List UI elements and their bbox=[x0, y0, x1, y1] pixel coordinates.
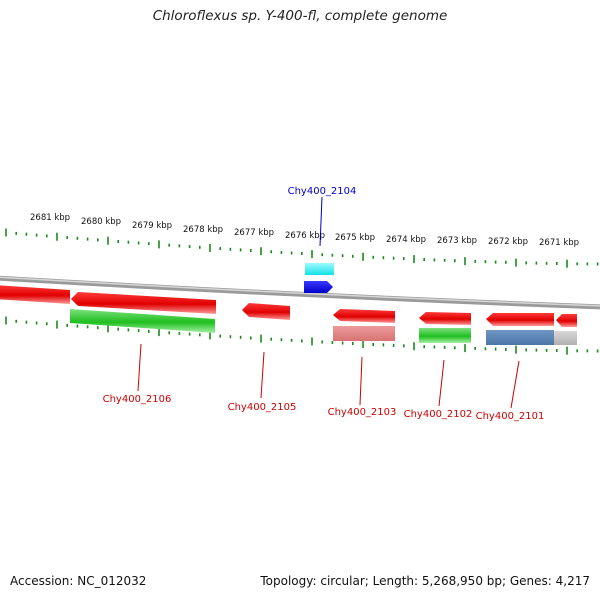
label-leaders bbox=[137, 196, 520, 409]
leader-line bbox=[319, 196, 323, 247]
gene-arrow[interactable] bbox=[71, 292, 216, 314]
gene-arrow[interactable] bbox=[333, 309, 395, 323]
tick-label: 2681 kbp bbox=[30, 213, 70, 223]
genome-title: Chloroflexus sp. Y-400-fl, complete geno… bbox=[152, 8, 448, 24]
tick-label: 2677 kbp bbox=[234, 228, 274, 238]
gene-arrow[interactable] bbox=[556, 314, 577, 327]
feature-block[interactable] bbox=[333, 326, 395, 341]
tick-label: 2676 kbp bbox=[285, 231, 325, 241]
accession-text: Accession: NC_012032 bbox=[10, 574, 147, 588]
gene-arrows-reverse bbox=[0, 285, 577, 327]
gene-arrow[interactable] bbox=[419, 312, 471, 325]
tick-label: 2673 kbp bbox=[437, 236, 477, 246]
tick-label: 2671 kbp bbox=[539, 238, 579, 248]
tick-label: 2674 kbp bbox=[386, 235, 426, 245]
gene-arrow[interactable] bbox=[486, 313, 554, 326]
tick-label: 2678 kbp bbox=[183, 225, 223, 235]
feature-block[interactable] bbox=[70, 309, 215, 333]
gene-arrow[interactable] bbox=[242, 303, 290, 320]
upper-tick-track bbox=[5, 228, 599, 268]
tick-label: 2680 kbp bbox=[81, 217, 121, 227]
leader-line bbox=[438, 359, 445, 407]
gene-label-Chy400_2101[interactable]: Chy400_2101 bbox=[476, 411, 545, 422]
leader-line bbox=[137, 343, 142, 392]
leader-line bbox=[260, 351, 265, 399]
gene-label-Chy400_2103[interactable]: Chy400_2103 bbox=[328, 407, 397, 418]
tick-label: 2675 kbp bbox=[335, 233, 375, 243]
feature-block[interactable] bbox=[419, 328, 471, 343]
genome-summary-text: Topology: circular; Length: 5,268,950 bp… bbox=[260, 574, 590, 588]
gene-label-Chy400_2104[interactable]: Chy400_2104 bbox=[288, 186, 357, 197]
gene-Chy400_2104[interactable] bbox=[304, 263, 334, 293]
scale-labels: 2681 kbp 2680 kbp 2679 kbp 2678 kbp 2677… bbox=[30, 213, 579, 248]
feature-blocks bbox=[70, 309, 577, 345]
genome-backbone bbox=[0, 275, 600, 310]
gene-product-block[interactable] bbox=[305, 263, 334, 275]
gene-label-Chy400_2102[interactable]: Chy400_2102 bbox=[404, 409, 473, 420]
leader-line bbox=[359, 356, 363, 406]
tick-label: 2679 kbp bbox=[132, 221, 172, 231]
gene-label-Chy400_2105[interactable]: Chy400_2105 bbox=[228, 402, 297, 413]
feature-block[interactable] bbox=[486, 330, 554, 345]
lower-tick-track bbox=[5, 316, 599, 355]
gene-arrow[interactable] bbox=[0, 285, 70, 304]
gene-arrow[interactable] bbox=[304, 281, 333, 293]
gene-label-Chy400_2106[interactable]: Chy400_2106 bbox=[103, 394, 172, 405]
tick-label: 2672 kbp bbox=[488, 237, 528, 247]
leader-line bbox=[510, 360, 520, 409]
genome-backbone-highlight bbox=[0, 276, 600, 307]
feature-block[interactable] bbox=[554, 331, 577, 345]
